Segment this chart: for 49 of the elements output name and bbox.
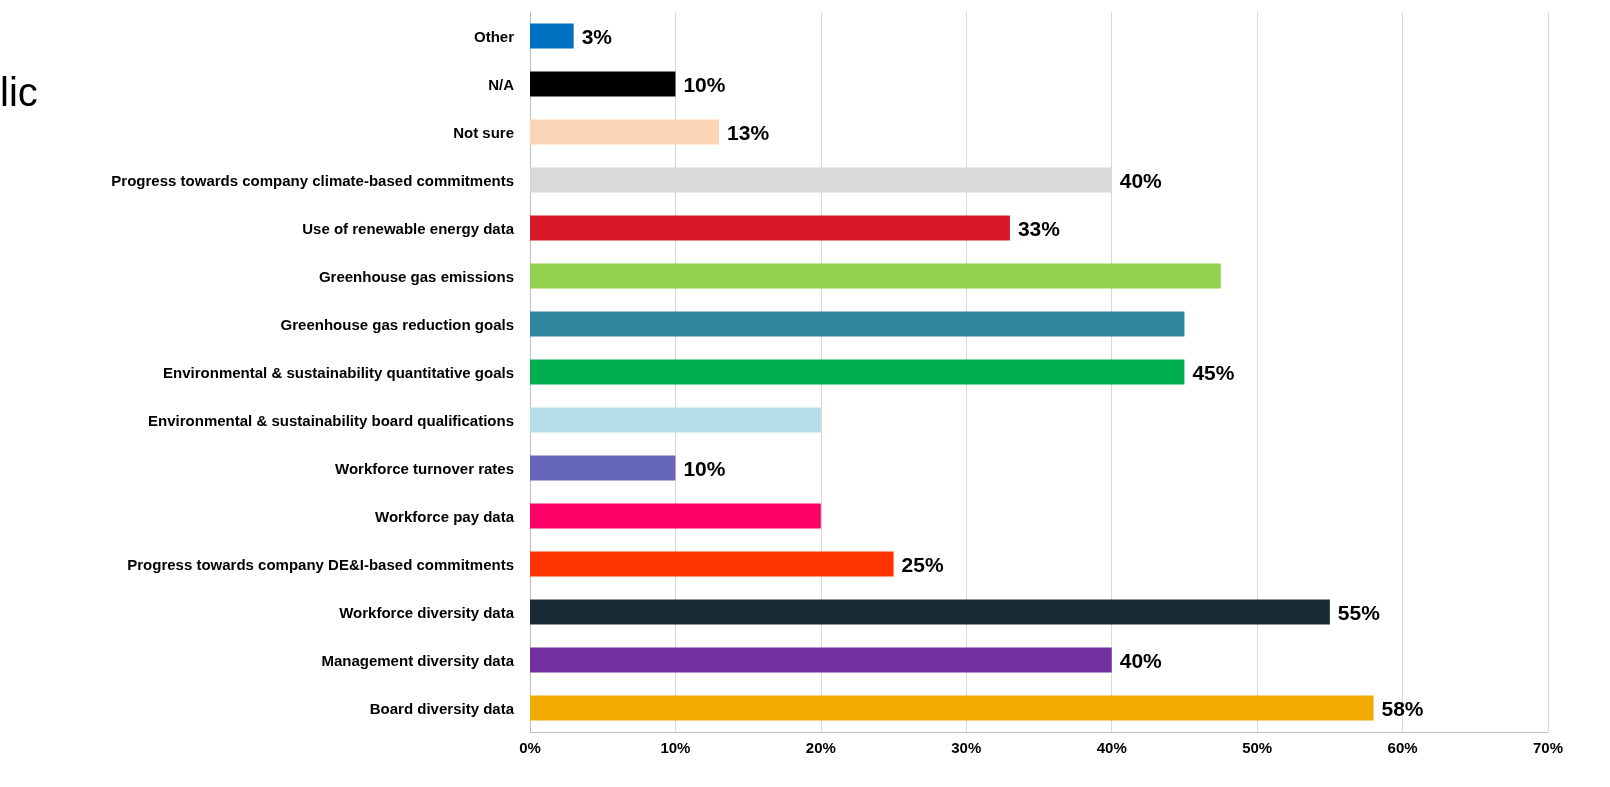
- bar: [530, 119, 720, 145]
- bar: [530, 503, 821, 529]
- bar: [530, 647, 1112, 673]
- bar: [530, 359, 1185, 385]
- x-tick-label: 30%: [951, 739, 982, 756]
- bar: [530, 455, 676, 481]
- y-tick-label: Not sure: [453, 123, 514, 141]
- y-tick-label: Environmental & sustainability quantitative goals: [163, 363, 514, 381]
- bar: [530, 23, 574, 49]
- data-label: 45%: [1192, 360, 1235, 384]
- y-tick-label: Board diversity data: [369, 699, 515, 717]
- data-label: 55%: [1337, 600, 1381, 624]
- x-tick-label: 10%: [660, 739, 691, 756]
- x-tick-label: 40%: [1096, 739, 1127, 756]
- y-tick-label: Other: [473, 27, 515, 45]
- y-tick-label: Environmental & sustainability board qualifications: [148, 411, 514, 429]
- data-label: 33%: [1017, 216, 1061, 240]
- x-tick-label: 70%: [1532, 739, 1564, 756]
- data-label: 10%: [683, 72, 726, 96]
- bar: [530, 215, 1010, 241]
- bar: [530, 599, 1330, 625]
- data-label: 40%: [1119, 168, 1163, 192]
- text: lic: [0, 70, 38, 114]
- bar: [530, 71, 676, 97]
- y-tick-label: Use of renewable energy data: [302, 219, 515, 237]
- x-tick-label: 60%: [1387, 739, 1418, 756]
- y-tick-label: Workforce diversity data: [339, 603, 515, 621]
- y-tick-label: Greenhouse gas emissions: [318, 267, 514, 285]
- data-label: 13%: [727, 120, 770, 144]
- bar: [530, 311, 1185, 337]
- data-label: 3%: [581, 24, 613, 48]
- bar: [530, 695, 1374, 721]
- y-tick-label: Progress towards company climate-based commitments: [111, 171, 514, 189]
- x-tick-label: 0%: [519, 739, 541, 756]
- data-label: 58%: [1381, 696, 1424, 720]
- x-tick-label: 20%: [805, 739, 836, 756]
- y-tick-label: Progress towards company DE&I-based commitments: [127, 555, 514, 573]
- y-tick-label: Greenhouse gas reduction goals: [280, 315, 514, 333]
- y-tick-label: Workforce turnover rates: [335, 459, 514, 477]
- bar: [530, 407, 821, 433]
- data-label: 40%: [1119, 648, 1163, 672]
- y-tick-label: Workforce pay data: [375, 507, 515, 525]
- data-label: 25%: [901, 552, 944, 576]
- y-tick-label: N/A: [488, 75, 515, 93]
- data-label: 10%: [683, 456, 726, 480]
- bar: [530, 551, 894, 577]
- y-tick-label: Management diversity data: [321, 651, 515, 669]
- x-tick-label: 50%: [1242, 739, 1273, 756]
- bar: [530, 263, 1221, 289]
